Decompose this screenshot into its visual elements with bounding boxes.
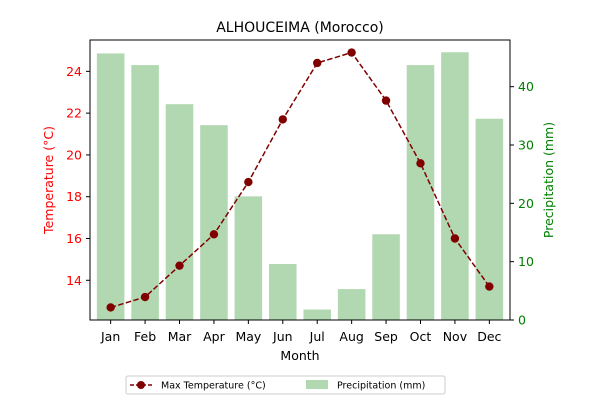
legend: Max Temperature (°C) Precipitation (mm) — [125, 375, 446, 395]
legend-label-precipitation: Precipitation (mm) — [337, 381, 425, 392]
x-tick-label: Jun — [272, 329, 293, 344]
precipitation-bar-jun — [269, 264, 297, 320]
left-tick-label: 24 — [66, 64, 82, 79]
temperature-line — [106, 48, 494, 312]
temperature-point-apr — [209, 230, 219, 239]
right-tick-label: 20 — [518, 196, 534, 211]
precipitation-bar-oct — [406, 65, 435, 320]
legend-bar-swatch — [306, 380, 328, 389]
temperature-point-oct — [416, 159, 425, 168]
temperature-point-aug — [347, 48, 356, 57]
temperature-point-feb — [140, 292, 150, 302]
left-tick-label: 18 — [66, 189, 82, 204]
temperature-point-jul — [313, 58, 322, 68]
precipitation-bar-jul — [303, 309, 331, 320]
temperature-point-may — [244, 177, 253, 187]
x-tick-label: Dec — [477, 329, 501, 344]
left-tick-label: 16 — [66, 231, 82, 246]
temperature-point-mar — [175, 261, 184, 270]
x-tick-label: Jan — [100, 329, 120, 344]
x-tick-label: May — [235, 329, 261, 344]
temperature-series-line — [110, 51, 490, 309]
temperature-point-jan — [106, 303, 115, 312]
x-tick-label: Mar — [168, 329, 192, 344]
right-tick-label: 30 — [518, 138, 534, 153]
temperature-point-sep — [381, 96, 391, 105]
x-tick-label: Nov — [443, 329, 468, 344]
x-tick-label: Feb — [134, 329, 156, 344]
precipitation-bar-sep — [372, 234, 400, 320]
right-axis-ticks: 0 10 20 30 40 — [510, 79, 534, 328]
right-tick-label: 10 — [518, 254, 534, 269]
temperature-point-nov — [450, 234, 460, 243]
legend-frame — [125, 375, 446, 395]
x-axis-ticks: Jan Feb Mar Apr May Jun Jul Aug Sep Oct Nov Dec — [100, 320, 502, 344]
precipitation-bar-aug — [337, 289, 366, 320]
x-axis-label: Month — [280, 348, 319, 363]
legend-label-temperature: Max Temperature (°C) — [161, 381, 266, 392]
precipitation-bar-nov — [441, 52, 469, 320]
right-tick-label: 40 — [518, 79, 534, 94]
left-axis-label: Temperature (°C) — [41, 126, 56, 235]
precipitation-bar-feb — [131, 65, 159, 320]
x-tick-label: Apr — [203, 329, 225, 344]
right-axis-label: Precipitation (mm) — [541, 122, 556, 238]
left-tick-label: 22 — [66, 106, 82, 121]
left-axis-ticks: 14 16 18 20 22 24 — [66, 64, 90, 288]
x-tick-label: Sep — [374, 329, 398, 344]
legend-line-marker — [137, 381, 145, 389]
temperature-point-jun — [278, 115, 287, 124]
x-tick-label: Oct — [410, 329, 432, 344]
left-tick-label: 14 — [66, 273, 82, 288]
right-tick-label: 0 — [518, 313, 526, 328]
x-tick-label: Aug — [339, 329, 363, 344]
precipitation-bars — [96, 52, 504, 321]
precipitation-bar-jan — [96, 53, 125, 321]
chart-title: ALHOUCEIMA (Morocco) — [216, 20, 384, 36]
temperature-point-dec — [485, 282, 494, 291]
plot-frame — [89, 39, 511, 321]
precipitation-bar-may — [234, 196, 263, 320]
x-tick-label: Jul — [309, 329, 325, 344]
precipitation-bar-mar — [165, 104, 194, 321]
left-tick-label: 20 — [66, 147, 82, 162]
precipitation-bar-apr — [200, 125, 228, 321]
